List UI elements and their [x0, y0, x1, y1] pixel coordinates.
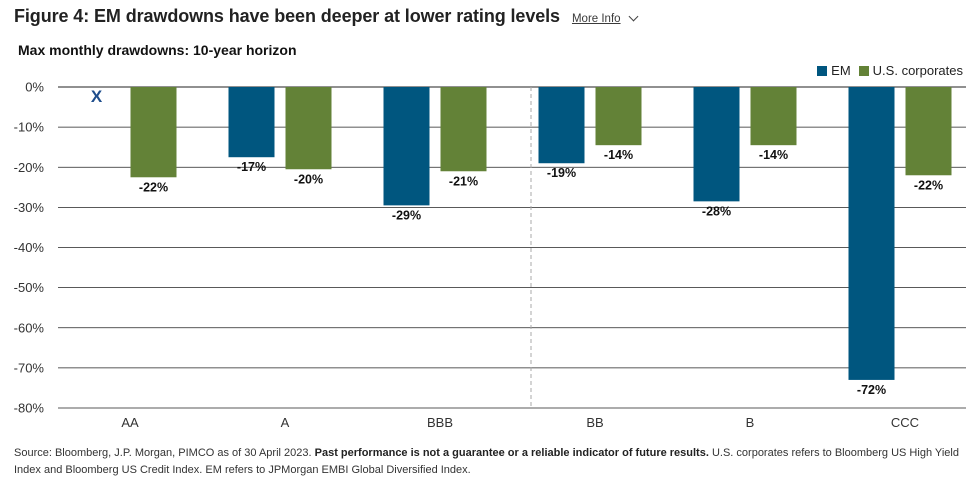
data-label: -19% [547, 166, 576, 180]
bar-em [538, 87, 585, 164]
data-label: -22% [139, 180, 168, 194]
y-tick-label: -70% [14, 360, 45, 375]
y-tick-label: -40% [14, 240, 45, 255]
more-info-link[interactable]: More Info [571, 11, 638, 25]
x-tick-label: B [746, 415, 755, 430]
x-tick-label: A [281, 415, 290, 430]
x-tick-label: CCC [891, 415, 919, 430]
legend-label-us-corporates: U.S. corporates [872, 63, 963, 78]
bar-chart: 0% -10% -20% -30% -40% -50% -60% -70% -80% X -22% A… [14, 80, 966, 430]
bar-em [383, 87, 430, 206]
bar-em [848, 87, 895, 380]
chart-title: Figure 4: EM drawdowns have been deeper … [14, 6, 560, 26]
y-tick-label: 0% [25, 80, 44, 95]
x-tick-label: BB [586, 415, 603, 430]
missing-data-marker: X [91, 87, 103, 106]
data-label: -29% [392, 208, 421, 222]
bar-em [228, 87, 275, 158]
y-tick-label: -50% [14, 280, 45, 295]
footer-disclaimer: Past performance is not a guarantee or a… [314, 447, 709, 459]
y-tick-label: -20% [14, 160, 45, 175]
x-tick-label: AA [121, 415, 139, 430]
legend-item-us-corporates: U.S. corporates [858, 63, 963, 78]
chart-footer: Source: Bloomberg, J.P. Morgan, PIMCO as… [14, 445, 964, 479]
legend-swatch-us-corporates [858, 65, 869, 76]
chart-legend: EM U.S. corporates [809, 63, 963, 78]
data-label: -17% [237, 160, 266, 174]
data-label: -14% [604, 148, 633, 162]
bar-us-corporates [440, 87, 487, 172]
y-tick-label: -10% [14, 120, 45, 135]
data-label: -21% [449, 174, 478, 188]
data-label: -14% [759, 148, 788, 162]
footer-note: U.S. corporates refers to Bloomberg US H… [14, 447, 959, 476]
bar-us-corporates [285, 87, 332, 170]
bar-us-corporates [750, 87, 797, 146]
chart-subtitle: Max monthly drawdowns: 10-year horizon [18, 42, 297, 58]
x-tick-label: BBB [427, 415, 453, 430]
bar-us-corporates [905, 87, 952, 176]
footer-source: Source: Bloomberg, J.P. Morgan, PIMCO as… [14, 447, 312, 459]
data-label: -20% [294, 172, 323, 186]
data-label: -28% [702, 204, 731, 218]
data-label: -22% [914, 178, 943, 192]
bar-em [693, 87, 740, 202]
data-label: -72% [857, 383, 886, 397]
legend-item-em: EM [817, 63, 851, 78]
legend-swatch-em [817, 65, 828, 76]
bar-us-corporates [130, 87, 177, 178]
bar-us-corporates [595, 87, 642, 146]
more-info-label: More Info [571, 13, 621, 25]
y-tick-label: -30% [14, 200, 45, 215]
legend-label-em: EM [831, 63, 851, 78]
y-tick-label: -80% [14, 401, 45, 416]
figure-header: Figure 4: EM drawdowns have been deeper … [14, 6, 638, 27]
y-tick-label: -60% [14, 320, 45, 335]
